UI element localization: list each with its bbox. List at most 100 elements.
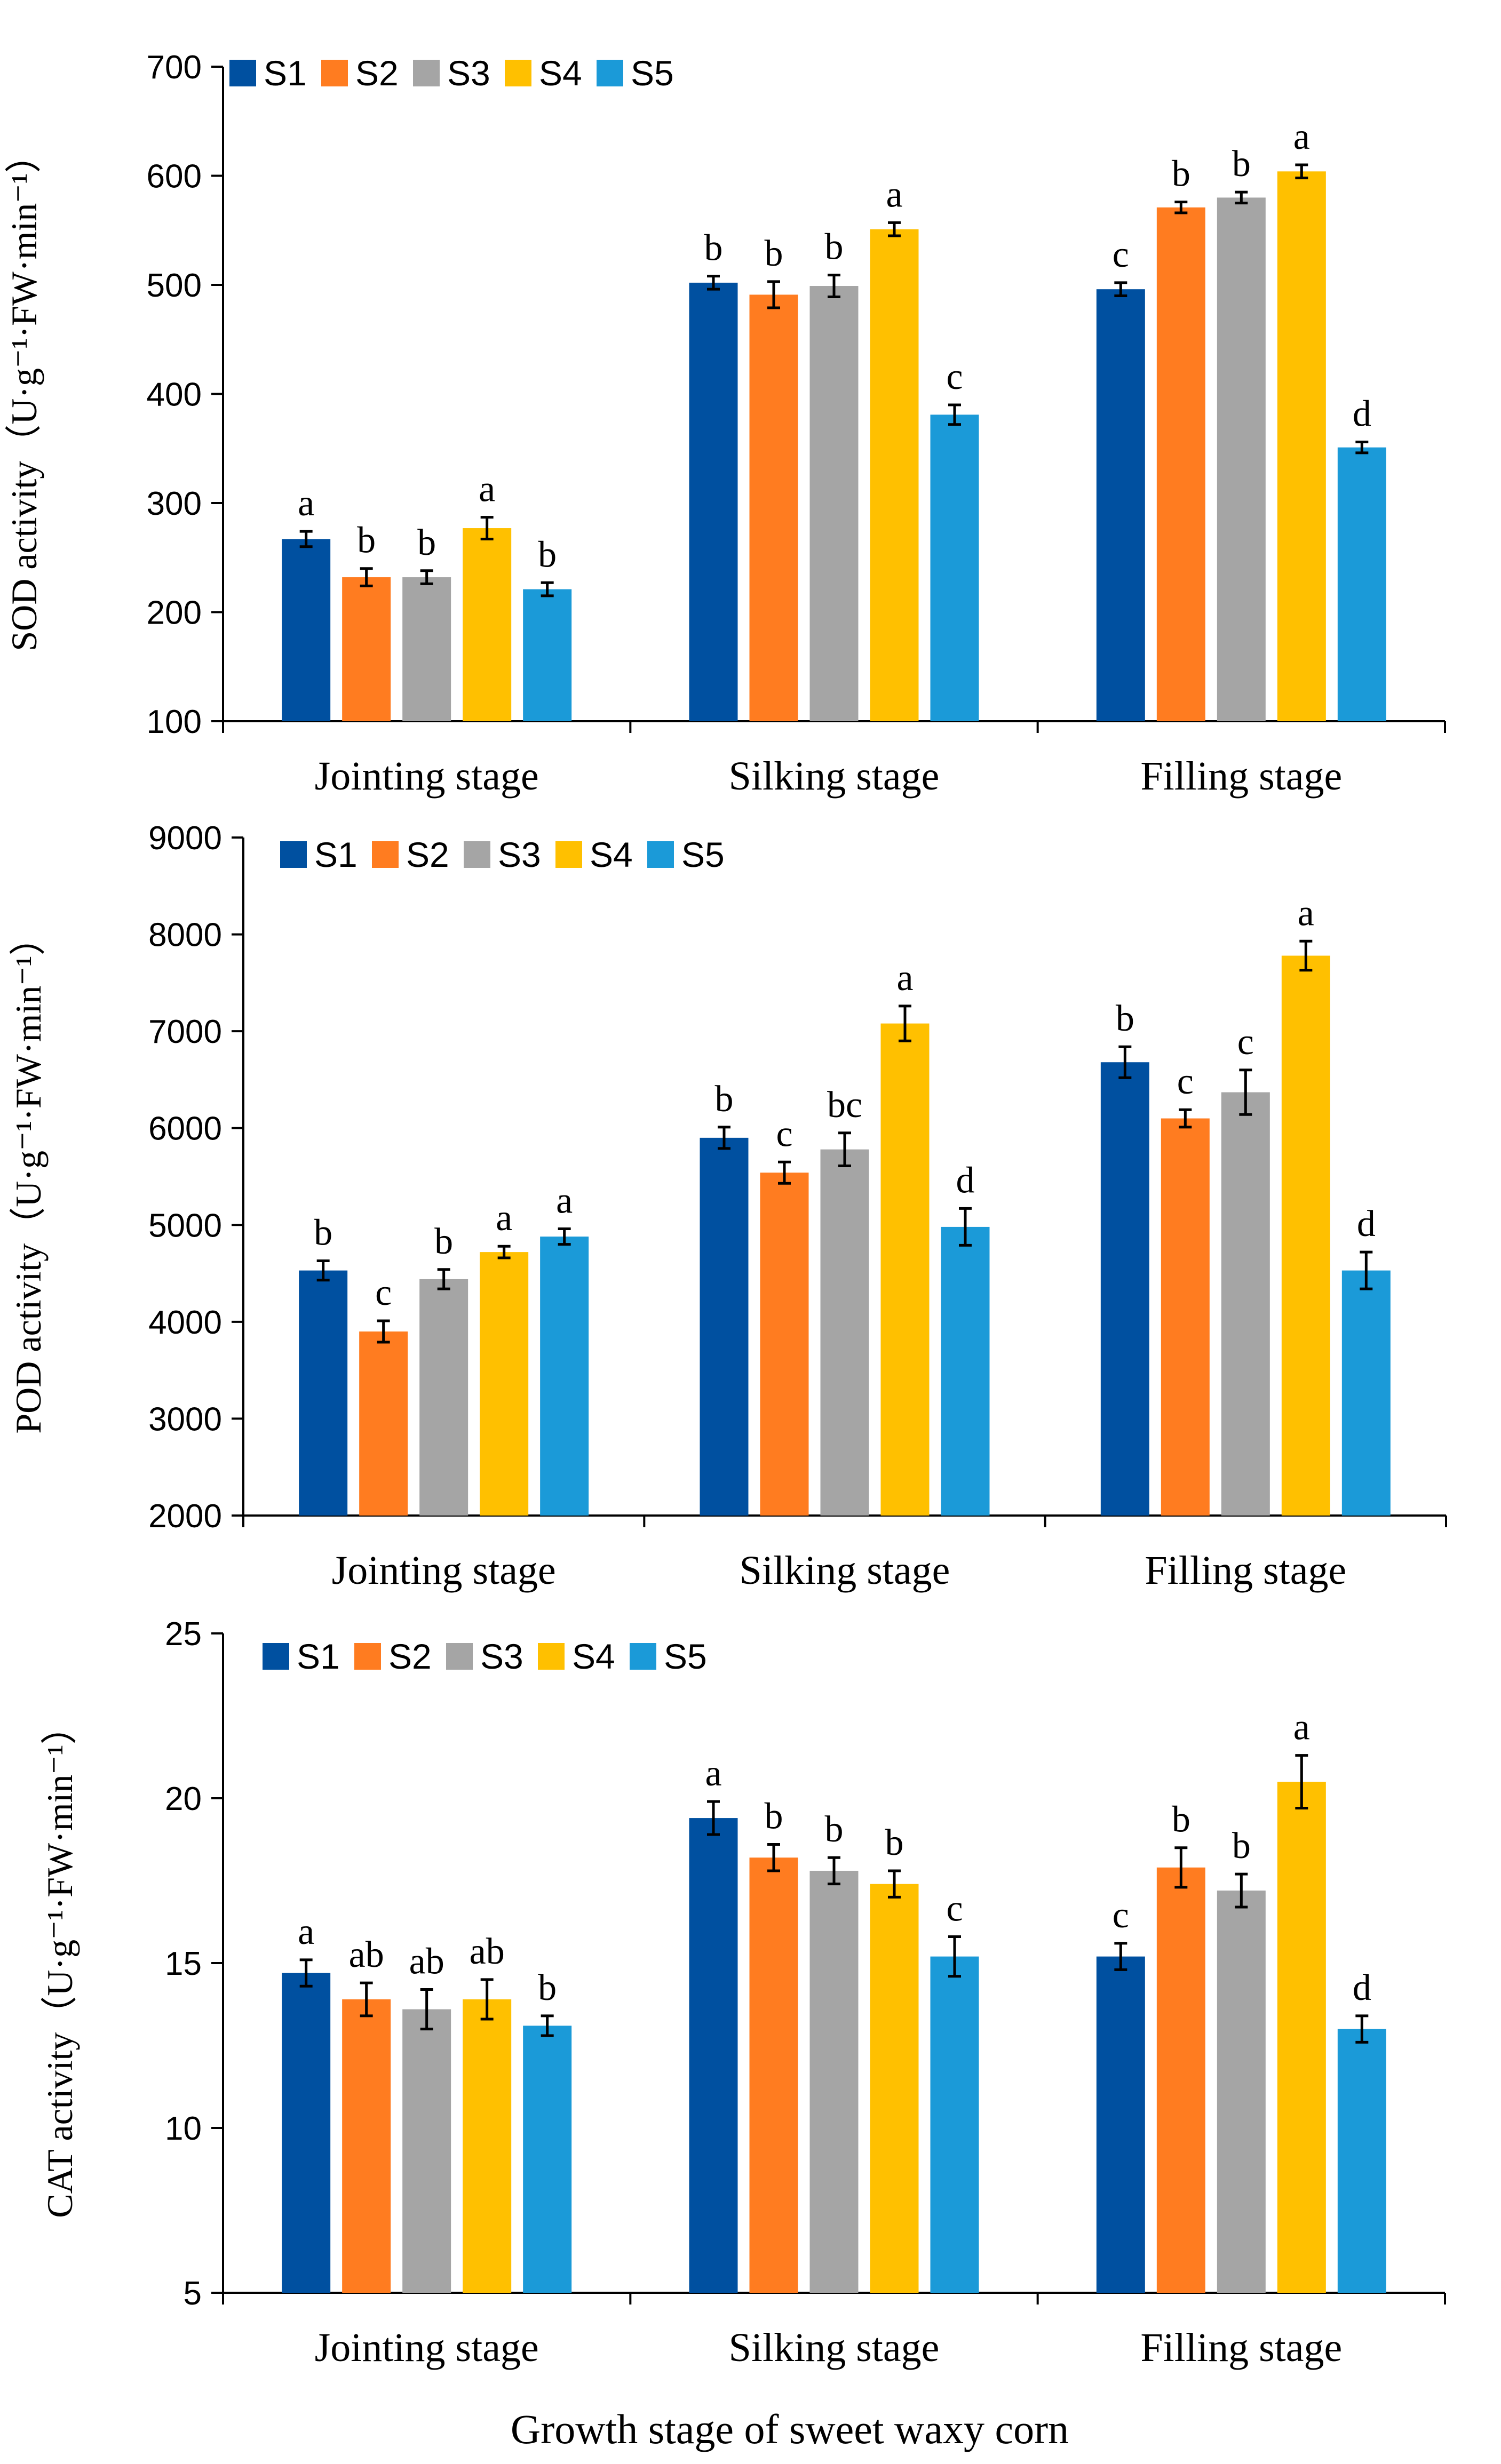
y-tick-label: 3000 xyxy=(148,1401,222,1438)
legend-label: S4 xyxy=(590,835,633,874)
significance-letter: b xyxy=(1116,998,1134,1039)
legend-swatch-s4 xyxy=(555,841,582,868)
category-label: Silking stage xyxy=(740,1548,950,1593)
legend-label: S2 xyxy=(388,1637,432,1676)
category-label: Filling stage xyxy=(1140,2325,1342,2370)
legend-swatch-s3 xyxy=(446,1643,473,1670)
y-axis-title: SOD activity（U·g⁻¹·FW·min⁻¹） xyxy=(4,137,44,651)
legend-label: S2 xyxy=(355,53,399,93)
legend-swatch-s3 xyxy=(464,841,490,868)
legend-swatch-s3 xyxy=(413,60,440,86)
category-label: Filling stage xyxy=(1140,754,1342,799)
y-tick-label: 4000 xyxy=(148,1304,222,1341)
significance-letter: b xyxy=(1232,1825,1251,1867)
legend-label: S2 xyxy=(406,835,449,874)
legend-swatch-s1 xyxy=(263,1643,289,1670)
significance-letter: d xyxy=(1353,393,1371,434)
pod-chart-panel: 2000 3000 4000 5000 6000 7000 8000 9000 Jointing… xyxy=(8,820,1447,1593)
legend-label: S1 xyxy=(297,1637,340,1676)
legend-swatch-s1 xyxy=(229,60,256,86)
category-label: Silking stage xyxy=(729,754,940,799)
cat-chart-panel: 5 10 15 20 25 Jointing stage Silking stage Fill… xyxy=(39,1616,1446,2370)
significance-letter: c xyxy=(1237,1022,1254,1063)
significance-letter: a xyxy=(1298,892,1314,934)
bar-s3 xyxy=(809,286,859,721)
bar-s2 xyxy=(1161,1118,1210,1516)
bar-s5 xyxy=(941,1226,990,1516)
legend-label: S1 xyxy=(314,835,358,874)
bar-s4 xyxy=(463,528,512,721)
y-axis-title: CAT activity（U·g⁻¹·FW·min⁻¹） xyxy=(39,1708,80,2218)
significance-letter: b xyxy=(357,520,376,561)
y-tick-label: 8000 xyxy=(148,917,222,954)
significance-letter: c xyxy=(1177,1061,1194,1102)
bar-s4 xyxy=(870,229,919,722)
significance-letter: b xyxy=(417,522,436,563)
legend-swatch-s4 xyxy=(538,1643,565,1670)
y-tick-label: 7000 xyxy=(148,1014,222,1050)
y-tick-label: 2000 xyxy=(148,1498,222,1535)
bar-s3 xyxy=(402,2009,451,2293)
bar-s4 xyxy=(1277,1782,1326,2293)
y-tick-label: 25 xyxy=(165,1616,202,1653)
bar-s2 xyxy=(749,1857,798,2293)
significance-letter: a xyxy=(496,1198,512,1239)
significance-letter: b xyxy=(314,1212,332,1253)
legend-swatch-s5 xyxy=(630,1643,656,1670)
y-tick-label: 500 xyxy=(147,267,202,304)
legend-swatch-s5 xyxy=(597,60,623,86)
significance-letter: a xyxy=(896,958,913,999)
significance-letter: d xyxy=(956,1160,975,1201)
significance-letter: c xyxy=(776,1113,792,1154)
significance-letter: c xyxy=(1113,234,1129,275)
category-label: Filling stage xyxy=(1145,1548,1346,1593)
y-tick-label: 20 xyxy=(165,1781,202,1817)
y-tick-label: 200 xyxy=(147,595,202,632)
significance-letter: bc xyxy=(827,1085,862,1126)
y-tick-label: 600 xyxy=(147,158,202,195)
legend-swatch-s1 xyxy=(280,841,307,868)
y-tick-label: 5000 xyxy=(148,1207,222,1244)
significance-letter: b xyxy=(715,1079,734,1120)
bar-s5 xyxy=(1341,1270,1391,1516)
category-label: Jointing stage xyxy=(332,1548,556,1593)
bar-s4 xyxy=(463,1999,512,2293)
category-label: Jointing stage xyxy=(315,2325,539,2370)
bar-s1 xyxy=(700,1137,749,1516)
significance-letter: b xyxy=(765,233,783,274)
bar-s3 xyxy=(419,1279,468,1516)
bar-s1 xyxy=(1096,289,1145,721)
significance-letter: b xyxy=(1232,143,1251,185)
bar-s2 xyxy=(342,577,391,721)
bar-s2 xyxy=(359,1331,408,1516)
y-tick-label: 700 xyxy=(147,49,202,86)
bar-s1 xyxy=(689,282,738,721)
significance-letter: a xyxy=(298,1911,314,1952)
y-tick-label: 10 xyxy=(165,2110,202,2147)
significance-letter: a xyxy=(556,1181,573,1222)
legend-label: S4 xyxy=(539,53,582,93)
bar-s1 xyxy=(689,1818,738,2293)
sod-chart-panel: 100 200 300 400 500 600 700 Jointing stage Silki… xyxy=(4,49,1446,799)
significance-letter: d xyxy=(1353,1967,1371,2008)
category-label: Jointing stage xyxy=(315,754,539,799)
legend-swatch-s2 xyxy=(354,1643,381,1670)
legend-label: S5 xyxy=(664,1637,707,1676)
y-tick-label: 300 xyxy=(147,485,202,522)
bar-s5 xyxy=(540,1237,589,1516)
significance-letter: b xyxy=(825,227,844,268)
legend-label: S5 xyxy=(631,53,674,93)
significance-letter: a xyxy=(298,483,314,524)
significance-letter: a xyxy=(479,469,495,510)
significance-letter: b xyxy=(765,1796,783,1837)
bar-s2 xyxy=(760,1173,809,1516)
legend-swatch-s2 xyxy=(321,60,348,86)
bar-s5 xyxy=(930,1956,979,2293)
y-tick-label: 9000 xyxy=(148,820,222,857)
significance-letter: a xyxy=(705,1753,721,1794)
bar-s3 xyxy=(402,577,451,721)
bar-s2 xyxy=(342,1999,391,2293)
significance-letter: ab xyxy=(470,1931,505,1972)
bar-s4 xyxy=(1281,955,1330,1516)
legend-swatch-s4 xyxy=(505,60,531,86)
